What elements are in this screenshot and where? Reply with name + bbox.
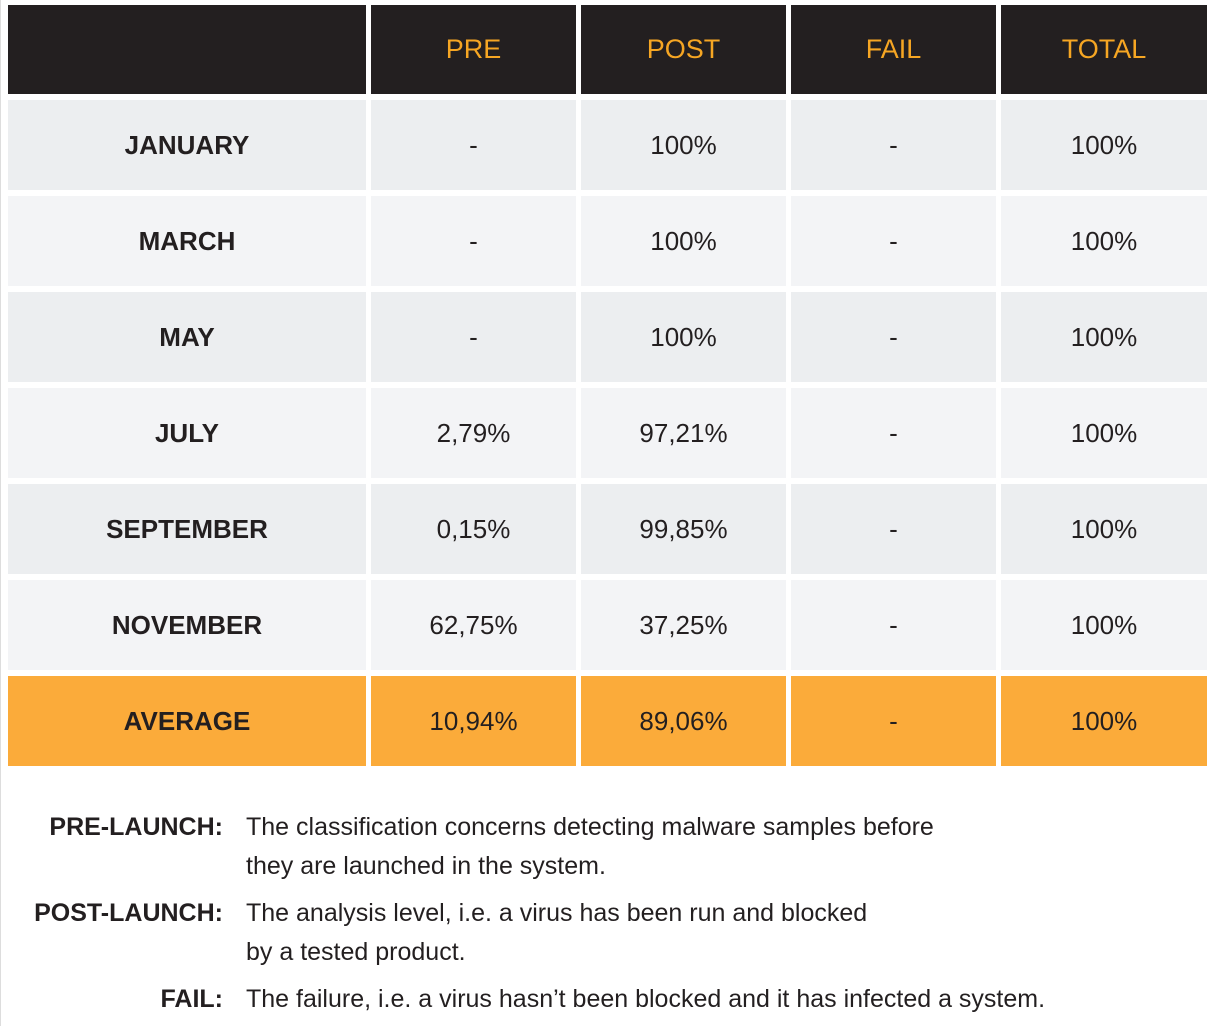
row-cell-pre: 0,15%	[371, 484, 576, 574]
header-total: TOTAL	[1001, 5, 1207, 94]
left-edge-divider	[0, 0, 1, 1026]
row-cell-fail: -	[791, 196, 996, 286]
row-cell-fail: -	[791, 388, 996, 478]
row-cell-month: JULY	[8, 388, 366, 478]
row-cell-post: 100%	[581, 292, 786, 382]
row-cell-post: 99,85%	[581, 484, 786, 574]
row-cell-pre: 62,75%	[371, 580, 576, 670]
row-cell-total: 100%	[1001, 292, 1207, 382]
legend-definition: The analysis level, i.e. a virus has bee…	[246, 899, 868, 966]
row-cell-pre: -	[371, 292, 576, 382]
legend-definition: The classification concerns detecting ma…	[246, 813, 934, 880]
row-cell-total: 100%	[1001, 388, 1207, 478]
row-cell-fail: -	[791, 580, 996, 670]
row-cell-pre: 2,79%	[371, 388, 576, 478]
row-cell-month: MAY	[8, 292, 366, 382]
row-cell-post: 100%	[581, 100, 786, 190]
average-cell-pre: 10,94%	[371, 676, 576, 766]
row-cell-total: 100%	[1001, 484, 1207, 574]
row-cell-month: MARCH	[8, 196, 366, 286]
row-cell-month: SEPTEMBER	[8, 484, 366, 574]
row-cell-fail: -	[791, 484, 996, 574]
header-fail: FAIL	[791, 5, 996, 94]
row-cell-fail: -	[791, 100, 996, 190]
legend-term: POST-LAUNCH:	[34, 899, 223, 927]
row-cell-post: 100%	[581, 196, 786, 286]
row-cell-post: 97,21%	[581, 388, 786, 478]
average-cell-total: 100%	[1001, 676, 1207, 766]
row-cell-pre: -	[371, 100, 576, 190]
row-cell-post: 37,25%	[581, 580, 786, 670]
row-cell-total: 100%	[1001, 580, 1207, 670]
row-cell-total: 100%	[1001, 196, 1207, 286]
header-pre: PRE	[371, 5, 576, 94]
header-month	[8, 5, 366, 94]
row-cell-month: NOVEMBER	[8, 580, 366, 670]
header-post: POST	[581, 5, 786, 94]
legend-definition: The failure, i.e. a virus hasn’t been bl…	[246, 985, 1046, 1013]
average-cell-month: AVERAGE	[8, 676, 366, 766]
average-cell-post: 89,06%	[581, 676, 786, 766]
row-cell-total: 100%	[1001, 100, 1207, 190]
row-cell-pre: -	[371, 196, 576, 286]
legend-term: FAIL:	[160, 985, 224, 1013]
average-cell-fail: -	[791, 676, 996, 766]
legend-term: PRE-LAUNCH:	[49, 813, 223, 841]
row-cell-month: JANUARY	[8, 100, 366, 190]
row-cell-fail: -	[791, 292, 996, 382]
